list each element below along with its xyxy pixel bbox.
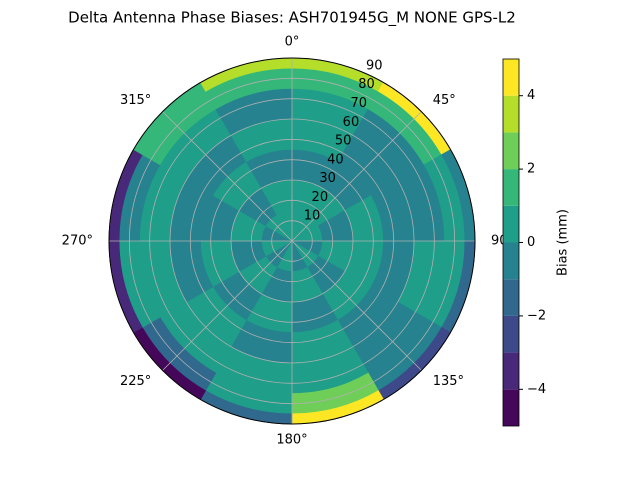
grid-spoke — [162, 111, 293, 242]
theta-tick-label: 180° — [276, 433, 307, 448]
r-tick-label: 10 — [304, 209, 321, 224]
colorbar-level — [503, 169, 519, 206]
polar-frame — [108, 57, 476, 425]
r-tick-label: 30 — [319, 171, 336, 186]
colorbar-level — [503, 205, 519, 243]
r-tick-label: 50 — [335, 134, 352, 149]
colorbar-level — [503, 279, 519, 316]
r-tick-label: 20 — [312, 190, 329, 205]
colorbar-level — [503, 59, 519, 96]
theta-tick-label: 135° — [433, 374, 464, 389]
colorbar-tick-label: 0 — [527, 235, 535, 250]
colorbar-label: Bias (mm) — [556, 209, 571, 276]
colorbar-level — [503, 95, 519, 133]
theta-tick-label: 45° — [433, 93, 456, 108]
grid-spoke — [291, 240, 422, 371]
r-tick-label: 40 — [327, 152, 344, 167]
chart-title: Delta Antenna Phase Biases: ASH701945G_M… — [68, 9, 516, 28]
colorbar-tick-label: −2 — [527, 308, 546, 323]
grid-spoke — [291, 111, 422, 242]
colorbar-tick-label: 2 — [527, 162, 535, 177]
r-tick-label: 70 — [350, 96, 367, 111]
theta-tick-label: 225° — [120, 374, 151, 389]
colorbar-level — [503, 132, 519, 170]
colorbar-level — [503, 315, 519, 353]
colorbar-tick-label: −4 — [527, 382, 546, 397]
theta-tick-label: 0° — [285, 35, 300, 50]
r-tick-label: 60 — [343, 115, 360, 130]
grid — [108, 57, 476, 425]
theta-tick-label: 315° — [120, 93, 151, 108]
colorbar-tick-label: 4 — [527, 88, 535, 103]
grid-spoke — [162, 240, 293, 371]
theta-tick-label: 270° — [62, 234, 93, 249]
colorbar-level — [503, 242, 519, 280]
r-tick-label: 90 — [366, 58, 383, 73]
colorbar-level — [503, 352, 519, 390]
r-tick-label: 80 — [358, 77, 375, 92]
labels: 1020304050607080900°45°90135°180°225°270… — [62, 35, 508, 448]
colorbar-level — [503, 389, 519, 426]
